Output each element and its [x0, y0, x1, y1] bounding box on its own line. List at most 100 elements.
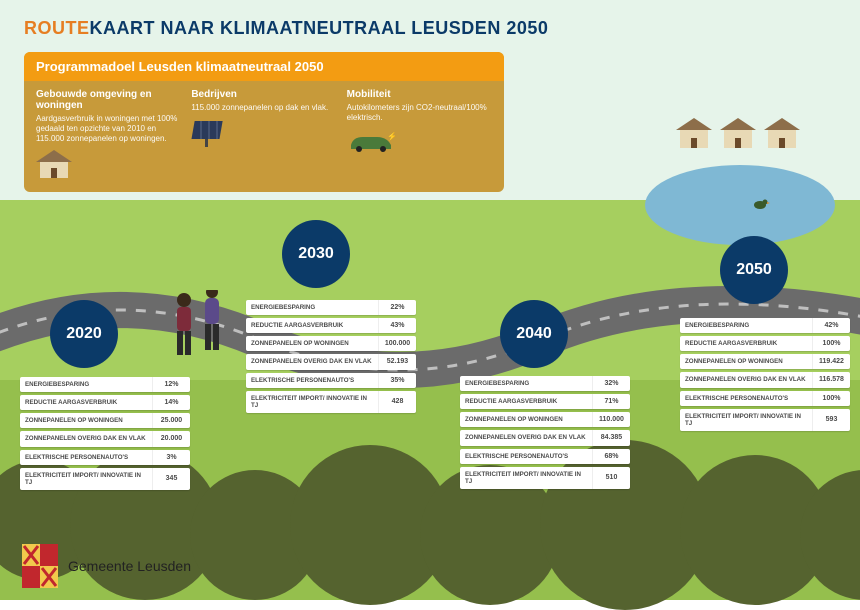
metric-value: 593 [812, 409, 850, 431]
metric-row: ZONNEPANELEN OP WONINGEN110.000 [460, 412, 630, 427]
programmadoel-column: Mobiliteit Autokilometers zijn CO2-neutra… [347, 89, 492, 178]
prog-col-text: Autokilometers zijn CO2-neutraal/100% el… [347, 103, 492, 123]
infographic-canvas: ROUTEKAART NAAR KLIMAATNEUTRAAL LEUSDEN … [0, 0, 860, 600]
metric-label: ZONNEPANELEN OVERIG DAK EN VLAK [20, 431, 152, 446]
metric-label: ELEKTRICITEIT IMPORT/ INNOVATIE IN TJ [680, 409, 812, 431]
metric-label: ELEKTRISCHE PERSONENAUTO'S [246, 373, 378, 388]
pond [640, 150, 840, 250]
metric-value: 52.193 [378, 354, 416, 369]
metric-value: 119.422 [812, 354, 850, 369]
prog-col-text: Aardgasverbruik in woningen met 100% ged… [36, 114, 181, 144]
car-icon: ⚡ [347, 129, 492, 157]
metric-label: ZONNEPANELEN OP WONINGEN [680, 354, 812, 369]
metric-label: ELEKTRISCHE PERSONENAUTO'S [460, 449, 592, 464]
metric-row: ELEKTRICITEIT IMPORT/ INNOVATIE IN TJ593 [680, 409, 850, 431]
metric-label: ZONNEPANELEN OP WONINGEN [246, 336, 378, 351]
metric-label: ELEKTRISCHE PERSONENAUTO'S [20, 450, 152, 465]
metric-value: 35% [378, 373, 416, 388]
metric-value: 20.000 [152, 431, 190, 446]
title-accent: ROUTE [24, 18, 90, 38]
metric-value: 428 [378, 391, 416, 413]
metric-label: ZONNEPANELEN OVERIG DAK EN VLAK [680, 372, 812, 387]
page-title: ROUTEKAART NAAR KLIMAATNEUTRAAL LEUSDEN … [24, 18, 548, 39]
metric-row: ELEKTRISCHE PERSONENAUTO'S3% [20, 450, 190, 465]
metric-value: 32% [592, 376, 630, 391]
prog-col-title: Gebouwde omgeving en woningen [36, 89, 181, 111]
metrics-2040: ENERGIEBESPARING32%REDUCTIE AARGASVERBRU… [460, 376, 630, 492]
metric-row: ZONNEPANELEN OP WONINGEN25.000 [20, 413, 190, 428]
people-illustration [160, 290, 240, 380]
programmadoel-box: Programmadoel Leusden klimaatneutraal 20… [24, 52, 504, 192]
metric-row: ELEKTRICITEIT IMPORT/ INNOVATIE IN TJ345 [20, 468, 190, 490]
footer: Gemeente Leusden [22, 544, 191, 588]
metrics-2020: ENERGIEBESPARING12%REDUCTIE AARGASVERBRU… [20, 377, 190, 493]
metric-row: ENERGIEBESPARING22% [246, 300, 416, 315]
metric-value: 110.000 [592, 412, 630, 427]
metric-label: ZONNEPANELEN OP WONINGEN [20, 413, 152, 428]
metric-value: 100% [812, 391, 850, 406]
metric-row: ELEKTRISCHE PERSONENAUTO'S35% [246, 373, 416, 388]
metric-label: ENERGIEBESPARING [246, 300, 378, 315]
metric-row: ELEKTRISCHE PERSONENAUTO'S100% [680, 391, 850, 406]
houses-cluster [676, 118, 800, 148]
metric-value: 510 [592, 467, 630, 489]
municipality-shield-icon [22, 544, 58, 588]
metric-label: ZONNEPANELEN OVERIG DAK EN VLAK [460, 430, 592, 445]
metric-label: ENERGIEBESPARING [680, 318, 812, 333]
programmadoel-column: Bedrijven 115.000 zonnepanelen op dak en … [191, 89, 336, 178]
metric-label: ZONNEPANELEN OVERIG DAK EN VLAK [246, 354, 378, 369]
metric-row: ZONNEPANELEN OP WONINGEN100.000 [246, 336, 416, 351]
title-main: KAART NAAR KLIMAATNEUTRAAL LEUSDEN 2050 [90, 18, 549, 38]
metric-label: ELEKTRICITEIT IMPORT/ INNOVATIE IN TJ [20, 468, 152, 490]
programmadoel-header: Programmadoel Leusden klimaatneutraal 20… [24, 52, 504, 81]
metric-row: ZONNEPANELEN OVERIG DAK EN VLAK116.578 [680, 372, 850, 387]
metric-row: REDUCTIE AARGASVERBRUIK100% [680, 336, 850, 351]
metric-value: 71% [592, 394, 630, 409]
metric-label: REDUCTIE AARGASVERBRUIK [20, 395, 152, 410]
metric-row: ENERGIEBESPARING42% [680, 318, 850, 333]
metric-label: REDUCTIE AARGASVERBRUIK [460, 394, 592, 409]
metric-row: ZONNEPANELEN OVERIG DAK EN VLAK20.000 [20, 431, 190, 446]
metric-value: 116.578 [812, 372, 850, 387]
metric-label: ENERGIEBESPARING [20, 377, 152, 392]
metric-row: ZONNEPANELEN OP WONINGEN119.422 [680, 354, 850, 369]
svg-text:⚡: ⚡ [387, 131, 395, 141]
metrics-2030: ENERGIEBESPARING22% REDUCTIE AARGASVERBRU… [246, 300, 416, 416]
metric-label: REDUCTIE AARGASVERBRUIK [680, 336, 812, 351]
metric-value: 3% [152, 450, 190, 465]
metric-row: REDUCTIE AARGASVERBRUIK43% [246, 318, 416, 333]
metric-row: ELEKTRICITEIT IMPORT/ INNOVATIE IN TJ428 [246, 391, 416, 413]
metric-row: ENERGIEBESPARING32% [460, 376, 630, 391]
metrics-2050: ENERGIEBESPARING42% REDUCTIE AARGASVERBRU… [680, 318, 850, 434]
footer-text: Gemeente Leusden [68, 558, 191, 574]
metric-value: 12% [152, 377, 190, 392]
year-circle-2020: 2020 [50, 300, 118, 368]
year-circle-2030: 2030 [282, 220, 350, 288]
metric-value: 25.000 [152, 413, 190, 428]
metric-value: 100% [812, 336, 850, 351]
metric-row: ZONNEPANELEN OVERIG DAK EN VLAK84.385 [460, 430, 630, 445]
metric-label: ELEKTRICITEIT IMPORT/ INNOVATIE IN TJ [460, 467, 592, 489]
metric-row: ENERGIEBESPARING12% [20, 377, 190, 392]
metric-label: ENERGIEBESPARING [460, 376, 592, 391]
prog-col-text: 115.000 zonnepanelen op dak en vlak. [191, 103, 336, 113]
metric-label: ELEKTRICITEIT IMPORT/ INNOVATIE IN TJ [246, 391, 378, 413]
metric-value: 14% [152, 395, 190, 410]
metric-label: ZONNEPANELEN OP WONINGEN [460, 412, 592, 427]
house-icon [36, 150, 181, 178]
metric-value: 84.385 [592, 430, 630, 445]
metric-row: REDUCTIE AARGASVERBRUIK71% [460, 394, 630, 409]
programmadoel-body: Gebouwde omgeving en woningen Aardgasverb… [24, 81, 504, 182]
metric-value: 345 [152, 468, 190, 490]
prog-col-title: Mobiliteit [347, 89, 492, 100]
metric-value: 100.000 [378, 336, 416, 351]
metric-value: 43% [378, 318, 416, 333]
programmadoel-column: Gebouwde omgeving en woningen Aardgasverb… [36, 89, 181, 178]
solar-icon [191, 119, 336, 147]
metric-row: ELEKTRISCHE PERSONENAUTO'S68% [460, 449, 630, 464]
metric-label: ELEKTRISCHE PERSONENAUTO'S [680, 391, 812, 406]
prog-col-title: Bedrijven [191, 89, 336, 100]
metric-row: ZONNEPANELEN OVERIG DAK EN VLAK52.193 [246, 354, 416, 369]
metric-row: ELEKTRICITEIT IMPORT/ INNOVATIE IN TJ510 [460, 467, 630, 489]
metric-row: REDUCTIE AARGASVERBRUIK14% [20, 395, 190, 410]
